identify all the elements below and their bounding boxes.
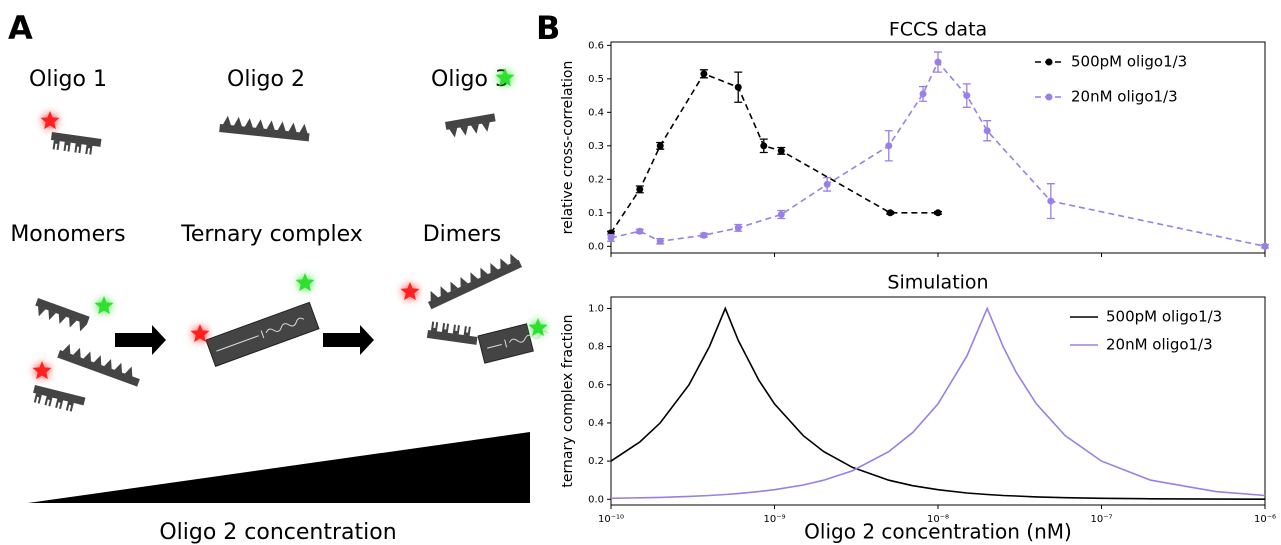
oligo-body bbox=[428, 253, 523, 310]
y-tick-label: 0.1 bbox=[588, 208, 604, 219]
x-tick-label: 10⁻⁷ bbox=[1090, 514, 1112, 525]
series-line bbox=[610, 306, 1266, 500]
oligo-body bbox=[426, 321, 478, 345]
y-tick-label: 0.4 bbox=[588, 107, 604, 118]
data-point bbox=[963, 92, 971, 100]
legend-label: 500pM oligo1/3 bbox=[1106, 308, 1222, 326]
oligo bbox=[57, 343, 140, 387]
oligo-body bbox=[57, 343, 140, 387]
y-tick-label: 0.3 bbox=[588, 141, 604, 152]
oligo bbox=[445, 113, 496, 138]
data-point bbox=[656, 142, 664, 150]
data-point bbox=[734, 83, 742, 91]
oligo bbox=[33, 385, 86, 412]
oligo bbox=[35, 298, 90, 332]
data-point bbox=[934, 58, 942, 66]
x-tick-label: 10⁻⁸ bbox=[927, 514, 949, 525]
data-point bbox=[823, 180, 831, 188]
data-point bbox=[1261, 242, 1269, 250]
fluorophore bbox=[94, 296, 114, 315]
y-tick-label: 0.5 bbox=[588, 74, 604, 85]
plot-frame bbox=[610, 41, 1266, 254]
oligo bbox=[426, 321, 478, 345]
state-label: Monomers bbox=[10, 222, 125, 247]
oligo-body bbox=[33, 385, 86, 412]
legend-label: 500pM oligo1/3 bbox=[1071, 53, 1187, 71]
y-tick-label: 1.0 bbox=[588, 303, 604, 314]
oligo bbox=[50, 132, 102, 155]
fluorophore bbox=[495, 68, 515, 87]
arrow bbox=[323, 325, 374, 355]
oligo-body bbox=[445, 113, 496, 138]
data-point bbox=[886, 209, 894, 217]
data-point bbox=[700, 70, 708, 78]
legend-label: 20nM oligo1/3 bbox=[1071, 88, 1178, 106]
y-axis-label: relative cross-correlation bbox=[560, 61, 576, 235]
axis-label: Oligo 2 concentration bbox=[159, 520, 396, 545]
panel-label: A bbox=[8, 9, 33, 47]
oligo bbox=[219, 115, 310, 142]
y-tick-label: 0.2 bbox=[588, 174, 604, 185]
legend-marker bbox=[1045, 58, 1053, 66]
duplex bbox=[205, 301, 320, 367]
y-axis-label: ternary complex fraction bbox=[560, 314, 576, 487]
data-point bbox=[636, 227, 644, 235]
duplex bbox=[477, 323, 549, 364]
state-label: Ternary complex bbox=[180, 222, 363, 247]
y-tick-label: 0.4 bbox=[588, 418, 604, 429]
data-point bbox=[777, 147, 785, 155]
charts: FCCS data relative cross-correlation 0.0 0.… bbox=[560, 19, 1276, 544]
fluorophore bbox=[400, 282, 420, 301]
x-tick-label: 10⁻⁹ bbox=[763, 514, 785, 525]
data-point bbox=[919, 90, 927, 98]
oligo-label: Oligo 1 bbox=[29, 67, 107, 92]
oligo-shapes bbox=[32, 68, 549, 412]
fluorophore bbox=[190, 324, 210, 343]
data-point bbox=[934, 209, 942, 217]
fluorophore bbox=[40, 111, 60, 130]
panel-label: B bbox=[536, 9, 560, 47]
oligo-label: Oligo 3 bbox=[431, 67, 509, 92]
plot-frame bbox=[610, 296, 1266, 506]
state-label: Dimers bbox=[423, 222, 502, 247]
x-tick-label: 10⁻¹⁰ bbox=[598, 514, 624, 525]
fluorophore bbox=[32, 361, 52, 380]
oligo-label: Oligo 2 bbox=[227, 67, 305, 92]
legend-label: 20nM oligo1/3 bbox=[1106, 336, 1213, 354]
data-point bbox=[607, 234, 615, 242]
data-point bbox=[636, 185, 644, 193]
oligo bbox=[428, 253, 523, 310]
data-point bbox=[760, 142, 768, 150]
y-tick-label: 0.6 bbox=[588, 380, 604, 391]
y-tick-label: 0.0 bbox=[588, 241, 604, 252]
fluorophore bbox=[528, 318, 548, 337]
arrow bbox=[115, 325, 166, 355]
data-point bbox=[700, 231, 708, 239]
x-tick-label: 10⁻⁶ bbox=[1254, 514, 1276, 525]
data-point bbox=[656, 237, 664, 245]
x-axis-label: Oligo 2 concentration (nM) bbox=[804, 520, 1072, 544]
chart-title: FCCS data bbox=[889, 19, 987, 41]
oligo-body bbox=[35, 298, 90, 332]
data-point bbox=[777, 210, 785, 218]
data-point bbox=[1047, 197, 1055, 205]
fluorophore bbox=[295, 273, 315, 292]
data-point bbox=[983, 127, 991, 135]
series-line bbox=[610, 306, 1266, 500]
oligo-body bbox=[219, 115, 310, 142]
y-tick-label: 0.6 bbox=[588, 40, 604, 51]
data-point bbox=[885, 142, 893, 150]
y-tick-label: 0.0 bbox=[588, 494, 604, 505]
concentration-wedge bbox=[28, 432, 530, 503]
duplex-strand bbox=[216, 317, 305, 352]
y-tick-label: 0.2 bbox=[588, 456, 604, 467]
y-tick-label: 0.8 bbox=[588, 342, 604, 353]
legend-marker bbox=[1045, 93, 1053, 101]
chart-title: Simulation bbox=[887, 272, 988, 294]
oligo-body bbox=[50, 132, 102, 155]
data-point bbox=[734, 224, 742, 232]
